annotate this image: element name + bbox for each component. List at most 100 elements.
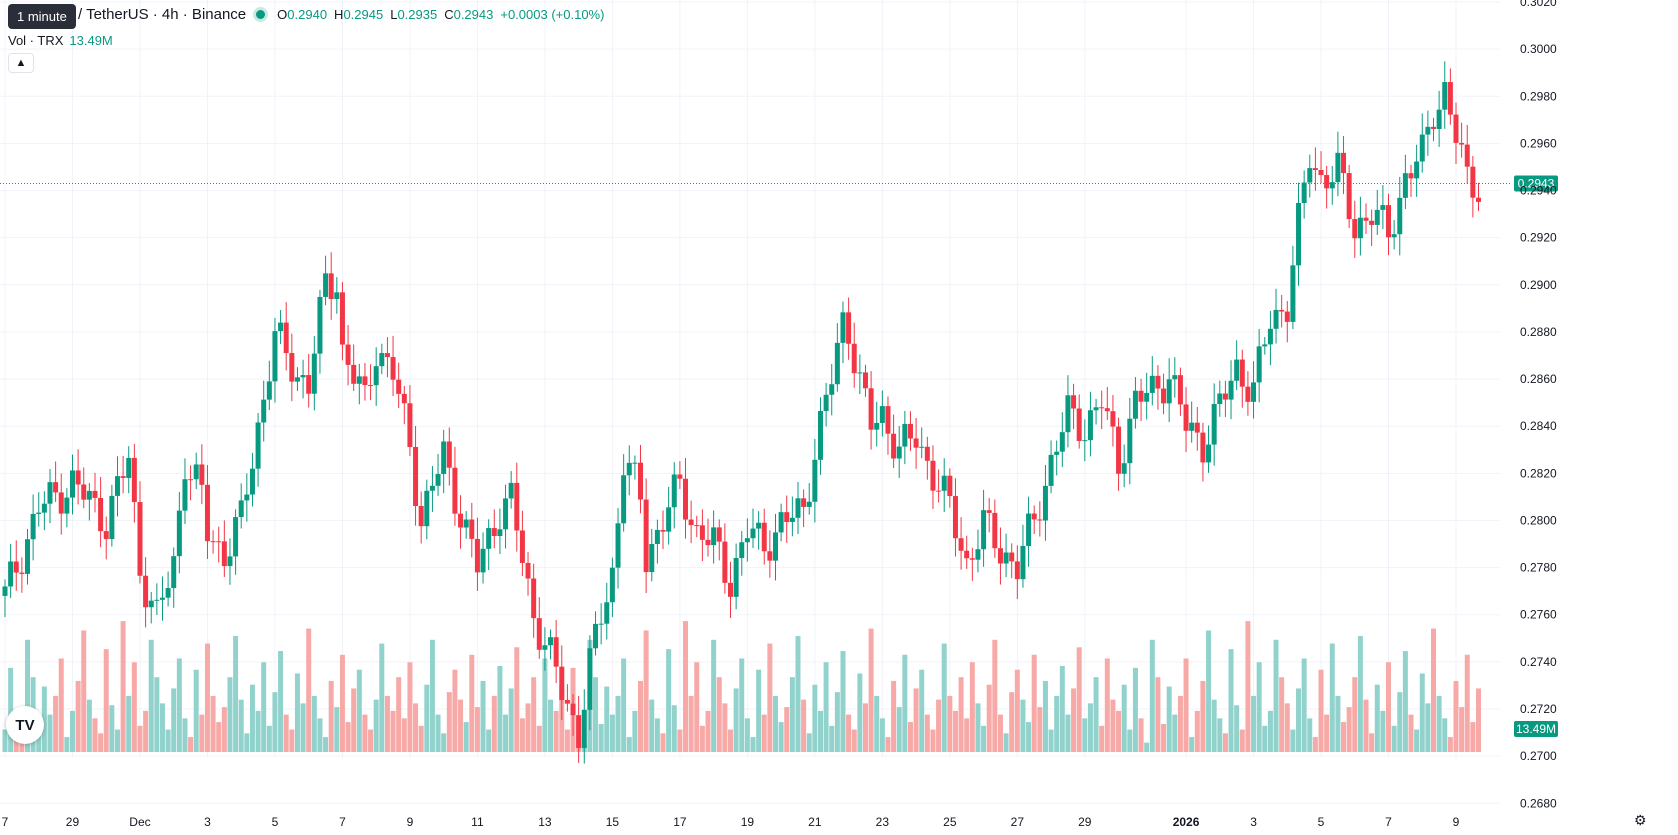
candle-body (1093, 407, 1099, 411)
volume-bar (1245, 621, 1251, 752)
volume-bar (362, 714, 368, 752)
tradingview-logo[interactable]: TV (6, 706, 44, 744)
candle-body (975, 549, 981, 560)
candle-body (272, 331, 278, 382)
candle-body (176, 510, 182, 557)
candle-body (148, 600, 154, 608)
price-tick-label: 0.2680 (1520, 796, 1557, 810)
market-status-dot[interactable] (256, 10, 266, 19)
low-key: L (390, 7, 398, 22)
candle-body (345, 344, 351, 365)
candle-body (536, 618, 542, 650)
time-tick-label: 3 (1250, 815, 1257, 829)
candle-body (53, 482, 59, 493)
volume-bar (1155, 677, 1161, 752)
candle-body (874, 422, 880, 430)
volume-bar (1318, 669, 1324, 752)
candle-body (1425, 126, 1431, 135)
candle-body (86, 490, 92, 500)
chart-grid (0, 0, 1500, 804)
volume-bar (311, 695, 317, 752)
volume-bar (1419, 673, 1425, 752)
time-tick-label: 19 (741, 815, 755, 829)
candle-body (24, 539, 30, 574)
candle-body (1144, 392, 1150, 402)
candle-body (767, 551, 773, 561)
candle-body (879, 406, 885, 423)
candle-body (165, 588, 171, 598)
candle-body (373, 366, 379, 386)
candle-body (699, 525, 705, 540)
candle-body (851, 343, 857, 374)
candle-body (1031, 513, 1037, 520)
volume-bar (300, 703, 306, 752)
volume-bar (649, 699, 655, 752)
candle-body (1149, 375, 1155, 393)
candle-body (677, 474, 683, 479)
candle-body (857, 372, 863, 374)
volume-bar (913, 688, 919, 752)
volume-bar (694, 662, 700, 752)
candle-body (81, 484, 87, 500)
volume-bar (401, 718, 407, 752)
time-axis[interactable]: 7 29 Dec 3 5 7 9 11 13 15 17 19 21 23 25 27 29 2026 3 5 7 9 (2, 815, 1460, 829)
candle-body (249, 468, 255, 495)
candle-body (649, 543, 655, 573)
candle-body (486, 528, 492, 549)
volume-bar (435, 714, 441, 752)
volume-legend[interactable]: Vol · TRX 13.49M (8, 33, 113, 48)
candle-body (1357, 217, 1363, 239)
collapse-legend-button[interactable]: ▲ (8, 53, 34, 73)
volume-bar (1087, 703, 1093, 752)
candle-body (1009, 552, 1015, 562)
candle-body (227, 556, 233, 567)
volume-badge (1514, 721, 1558, 737)
candle-body (1312, 168, 1318, 171)
candle-body (829, 384, 835, 395)
time-tick-label: 11 (471, 815, 484, 829)
volume-bar (851, 729, 857, 752)
volume-bar (834, 692, 840, 752)
candle-body (1273, 309, 1279, 329)
volume-bar (328, 680, 334, 752)
price-tick-label: 0.2700 (1520, 749, 1557, 763)
volume-bar (109, 705, 115, 752)
volume-bar (997, 714, 1003, 752)
volume-bar (519, 718, 525, 752)
volume-bar (1071, 688, 1077, 752)
price-tick-label: 0.2880 (1520, 325, 1557, 339)
volume-bar (952, 710, 958, 752)
volume-bar (75, 680, 81, 752)
candle-body (1110, 411, 1116, 427)
candle-body (1459, 142, 1465, 145)
gear-icon[interactable]: ⚙ (1634, 812, 1647, 828)
volume-bar (514, 647, 520, 752)
volume-bar (227, 677, 233, 752)
candle-body (300, 375, 306, 378)
candle-body (159, 597, 165, 600)
candle-body (519, 530, 525, 563)
candle-body (75, 470, 81, 485)
candle-body (1076, 408, 1082, 441)
candle-body (204, 484, 210, 542)
volume-bar (924, 714, 930, 752)
candle-body (1369, 220, 1375, 225)
volume-bar (261, 662, 267, 752)
volume-bar (1296, 688, 1302, 752)
candle-body (480, 548, 486, 573)
volume-bar (677, 729, 683, 752)
price-axis[interactable]: 0.3020 0.3000 0.2980 0.2960 0.2940 0.2920 0.29… (1520, 0, 1557, 810)
candle-body (581, 709, 587, 748)
candle-body (1436, 109, 1442, 129)
volume-bar (739, 658, 745, 752)
volume-bar (604, 686, 610, 752)
volume-bar (351, 688, 357, 752)
volume-bar (137, 725, 143, 752)
candle-body (334, 292, 340, 300)
candle-body (362, 376, 368, 386)
candle-body (626, 462, 632, 476)
volume-bar (2, 729, 8, 752)
volume-bar (1284, 703, 1290, 752)
symbol-title[interactable]: / TetherUS · 4h · Binance (78, 6, 247, 23)
